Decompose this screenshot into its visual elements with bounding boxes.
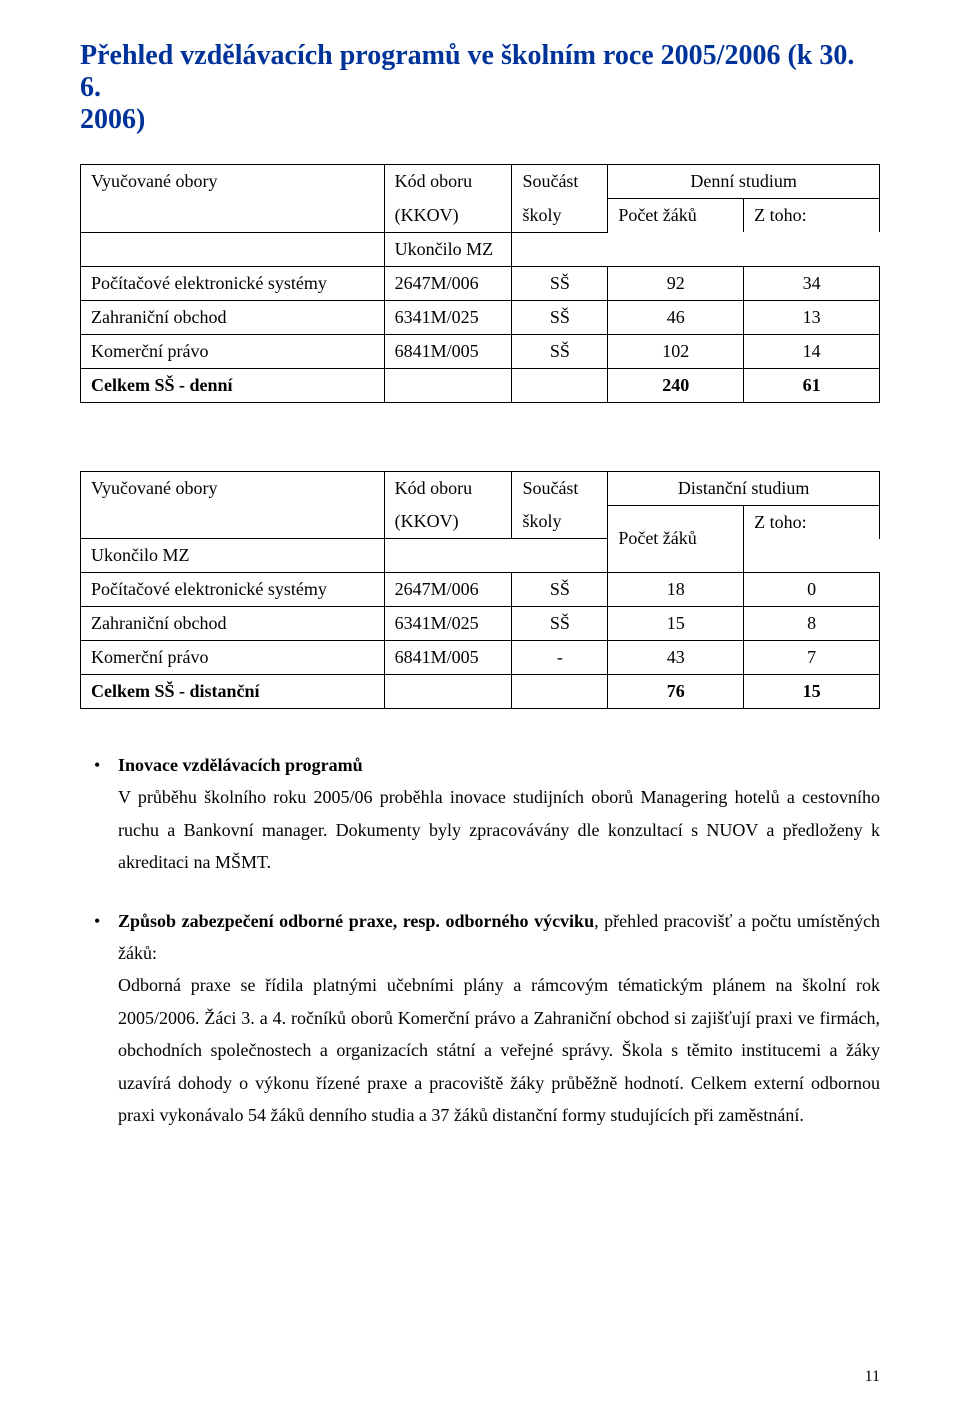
bullet-lead-bold: Způsob zabezpečení odborné praxe, resp. … xyxy=(118,911,594,931)
table-row: Počítačové elektronické systémy 2647M/00… xyxy=(81,573,880,607)
col-header xyxy=(81,199,385,233)
cell-empty xyxy=(512,368,608,402)
page-number: 11 xyxy=(865,1368,880,1386)
bullet-list: Inovace vzdělávacích programů V průběhu … xyxy=(80,749,880,1131)
cell-count: 18 xyxy=(608,573,744,607)
table-row: Počítačové elektronické systémy 2647M/00… xyxy=(81,266,880,300)
table-header-row: (KKOV) školy Počet žáků Z toho: xyxy=(81,199,880,233)
col-header: Distanční studium xyxy=(608,471,880,505)
cell-part: SŠ xyxy=(512,300,608,334)
col-header: (KKOV) xyxy=(384,199,512,233)
cell-part: - xyxy=(512,641,608,675)
cell-name: Zahraniční obchod xyxy=(81,300,385,334)
list-item: Inovace vzdělávacích programů V průběhu … xyxy=(80,749,880,879)
col-header: Denní studium xyxy=(608,165,880,199)
table-header-row: Vyučované obory Kód oboru Součást Distan… xyxy=(81,471,880,505)
table-row: Komerční právo 6841M/005 SŠ 102 14 xyxy=(81,334,880,368)
col-header: Součást xyxy=(512,165,608,199)
cell-done: 0 xyxy=(744,573,880,607)
cell-part: SŠ xyxy=(512,573,608,607)
cell-code: 2647M/006 xyxy=(384,573,512,607)
cell-count: 92 xyxy=(608,266,744,300)
col-header: Z toho: xyxy=(744,199,880,233)
cell-name: Počítačové elektronické systémy xyxy=(81,266,385,300)
bullet-body: Odborná praxe se řídila platnými učebním… xyxy=(118,975,880,1125)
table-total-row: Celkem SŠ - denní 240 61 xyxy=(81,368,880,402)
cell-total-count: 76 xyxy=(608,675,744,709)
cell-name: Komerční právo xyxy=(81,641,385,675)
cell-empty xyxy=(512,675,608,709)
col-header: školy xyxy=(512,505,608,539)
col-header: Ukončilo MZ xyxy=(384,232,512,266)
col-header: Počet žáků xyxy=(608,199,744,233)
cell-total-done: 61 xyxy=(744,368,880,402)
cell-total-name: Celkem SŠ - distanční xyxy=(81,675,385,709)
cell-count: 46 xyxy=(608,300,744,334)
col-header: (KKOV) xyxy=(384,505,512,539)
cell-code: 2647M/006 xyxy=(384,266,512,300)
title-line2: 2006) xyxy=(80,104,145,135)
cell-part: SŠ xyxy=(512,334,608,368)
col-header: školy xyxy=(512,199,608,233)
cell-total-done: 15 xyxy=(744,675,880,709)
cell-count: 43 xyxy=(608,641,744,675)
table-header-row: Vyučované obory Kód oboru Součást Denní … xyxy=(81,165,880,199)
col-header: Součást xyxy=(512,471,608,505)
col-header: Počet žáků xyxy=(608,505,744,573)
table-header-row: Ukončilo MZ xyxy=(81,232,880,266)
col-header: Kód oboru xyxy=(384,165,512,199)
cell-count: 102 xyxy=(608,334,744,368)
table-header-row: (KKOV) školy Počet žáků Z toho: xyxy=(81,505,880,539)
cell-empty xyxy=(384,675,512,709)
col-header: Vyučované obory xyxy=(81,471,385,505)
col-header: Z toho: xyxy=(744,505,880,539)
table-distancni: Vyučované obory Kód oboru Součást Distan… xyxy=(80,471,880,710)
table-row: Zahraniční obchod 6341M/025 SŠ 15 8 xyxy=(81,607,880,641)
cell-name: Zahraniční obchod xyxy=(81,607,385,641)
title-line1: Přehled vzdělávacích programů ve školním… xyxy=(80,40,854,103)
bullet-body: V průběhu školního roku 2005/06 proběhla… xyxy=(118,787,880,872)
table-row: Zahraniční obchod 6341M/025 SŠ 46 13 xyxy=(81,300,880,334)
table-denni: Vyučované obory Kód oboru Součást Denní … xyxy=(80,164,880,403)
list-item: Způsob zabezpečení odborné praxe, resp. … xyxy=(80,905,880,1132)
cell-done: 13 xyxy=(744,300,880,334)
cell-code: 6341M/025 xyxy=(384,607,512,641)
cell-name: Komerční právo xyxy=(81,334,385,368)
col-header: Ukončilo MZ xyxy=(81,539,385,573)
bullet-heading: Inovace vzdělávacích programů xyxy=(118,755,363,775)
cell-name: Počítačové elektronické systémy xyxy=(81,573,385,607)
cell-done: 14 xyxy=(744,334,880,368)
table-header-row: Ukončilo MZ xyxy=(81,539,880,573)
cell-empty xyxy=(384,368,512,402)
cell-count: 15 xyxy=(608,607,744,641)
cell-done: 7 xyxy=(744,641,880,675)
table-row: Komerční právo 6841M/005 - 43 7 xyxy=(81,641,880,675)
cell-done: 8 xyxy=(744,607,880,641)
col-header: Kód oboru xyxy=(384,471,512,505)
col-header: Vyučované obory xyxy=(81,165,385,199)
page-title: Přehled vzdělávacích programů ve školním… xyxy=(80,40,880,136)
col-header xyxy=(81,505,385,539)
table-total-row: Celkem SŠ - distanční 76 15 xyxy=(81,675,880,709)
cell-total-count: 240 xyxy=(608,368,744,402)
cell-total-name: Celkem SŠ - denní xyxy=(81,368,385,402)
cell-part: SŠ xyxy=(512,266,608,300)
cell-code: 6841M/005 xyxy=(384,641,512,675)
cell-done: 34 xyxy=(744,266,880,300)
cell-part: SŠ xyxy=(512,607,608,641)
col-header xyxy=(81,232,385,266)
cell-code: 6341M/025 xyxy=(384,300,512,334)
cell-code: 6841M/005 xyxy=(384,334,512,368)
